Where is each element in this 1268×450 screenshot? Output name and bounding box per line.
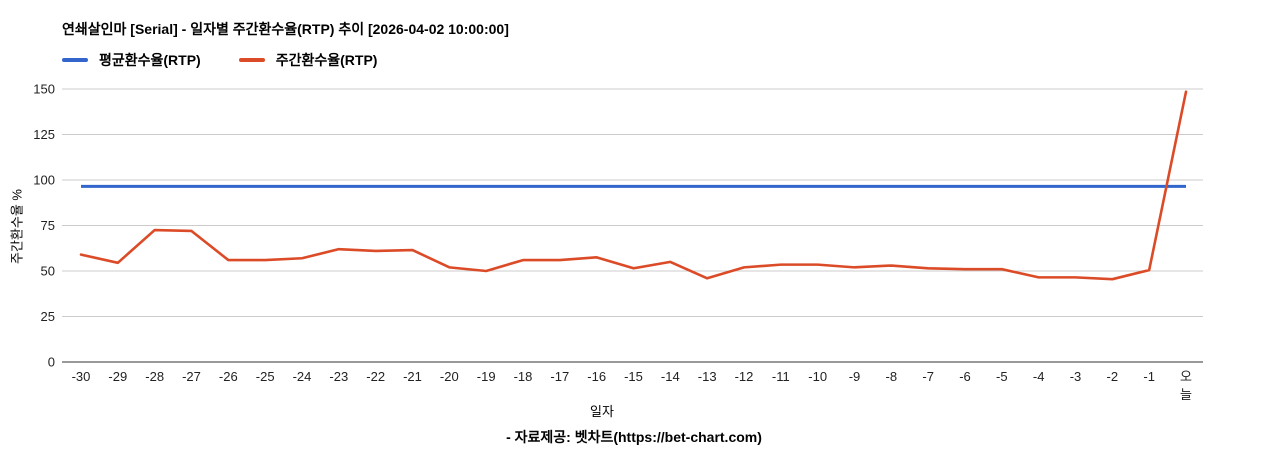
x-tick-label: -2	[1107, 369, 1119, 384]
chart-title: 연쇄살인마 [Serial] - 일자별 주간환수율(RTP) 추이 [2026…	[62, 21, 509, 37]
x-tick-label: -13	[698, 369, 717, 384]
x-tick-label: -27	[182, 369, 201, 384]
x-tick-label: -9	[849, 369, 861, 384]
x-tick-label: -16	[587, 369, 606, 384]
x-tick-label: -18	[514, 369, 533, 384]
average-rtp-swatch-icon	[62, 58, 88, 62]
y-tick-label: 50	[41, 264, 55, 279]
y-tick-label: 0	[48, 355, 55, 370]
x-tick-label: -11	[772, 369, 790, 384]
y-tick-label: 25	[41, 309, 55, 324]
x-tick-label: -12	[735, 369, 754, 384]
x-tick-label: -1	[1143, 369, 1155, 384]
data-source-footer: - 자료제공: 벳차트(https://bet-chart.com)	[506, 429, 762, 445]
x-tick-label: -10	[808, 369, 827, 384]
x-tick-label: -17	[550, 369, 569, 384]
y-tick-label: 75	[41, 218, 55, 233]
y-tick-label: 125	[33, 127, 55, 142]
x-tick-label: -8	[886, 369, 898, 384]
x-tick-label: -23	[329, 369, 348, 384]
x-tick-label: -30	[72, 369, 91, 384]
x-tick-label: -14	[661, 369, 680, 384]
legend-label-weekly-rtp: 주간환수율(RTP)	[275, 52, 378, 68]
x-tick-label: -24	[293, 369, 312, 384]
x-tick-label: -20	[440, 369, 459, 384]
x-tick-label: -15	[624, 369, 643, 384]
x-tick-label: -21	[403, 369, 422, 384]
legend-item-average-rtp: 평균환수율(RTP)	[62, 50, 201, 70]
x-tick-label: -7	[922, 369, 934, 384]
x-tick-label: -29	[108, 369, 127, 384]
x-tick-label: -6	[959, 369, 971, 384]
weekly-rtp-swatch-icon	[238, 58, 265, 62]
x-tick-label: -4	[1033, 369, 1045, 384]
legend-item-weekly-rtp: 주간환수율(RTP)	[238, 50, 378, 70]
weekly-rtp-line	[79, 90, 1188, 281]
x-tick-label: -28	[145, 369, 164, 384]
x-axis-title: 일자	[590, 404, 614, 419]
y-tick-label: 150	[33, 82, 55, 97]
legend: 평균환수율(RTP) 주간환수율(RTP)	[62, 50, 377, 70]
x-tick-label: -19	[477, 369, 496, 384]
x-tick-label: -3	[1070, 369, 1082, 384]
x-tick-label: -26	[219, 369, 238, 384]
y-tick-label: 100	[33, 173, 55, 188]
x-tick-label: -22	[366, 369, 385, 384]
x-tick-label: -25	[256, 369, 275, 384]
x-tick-label: -5	[996, 369, 1008, 384]
legend-label-average-rtp: 평균환수율(RTP)	[99, 52, 201, 68]
